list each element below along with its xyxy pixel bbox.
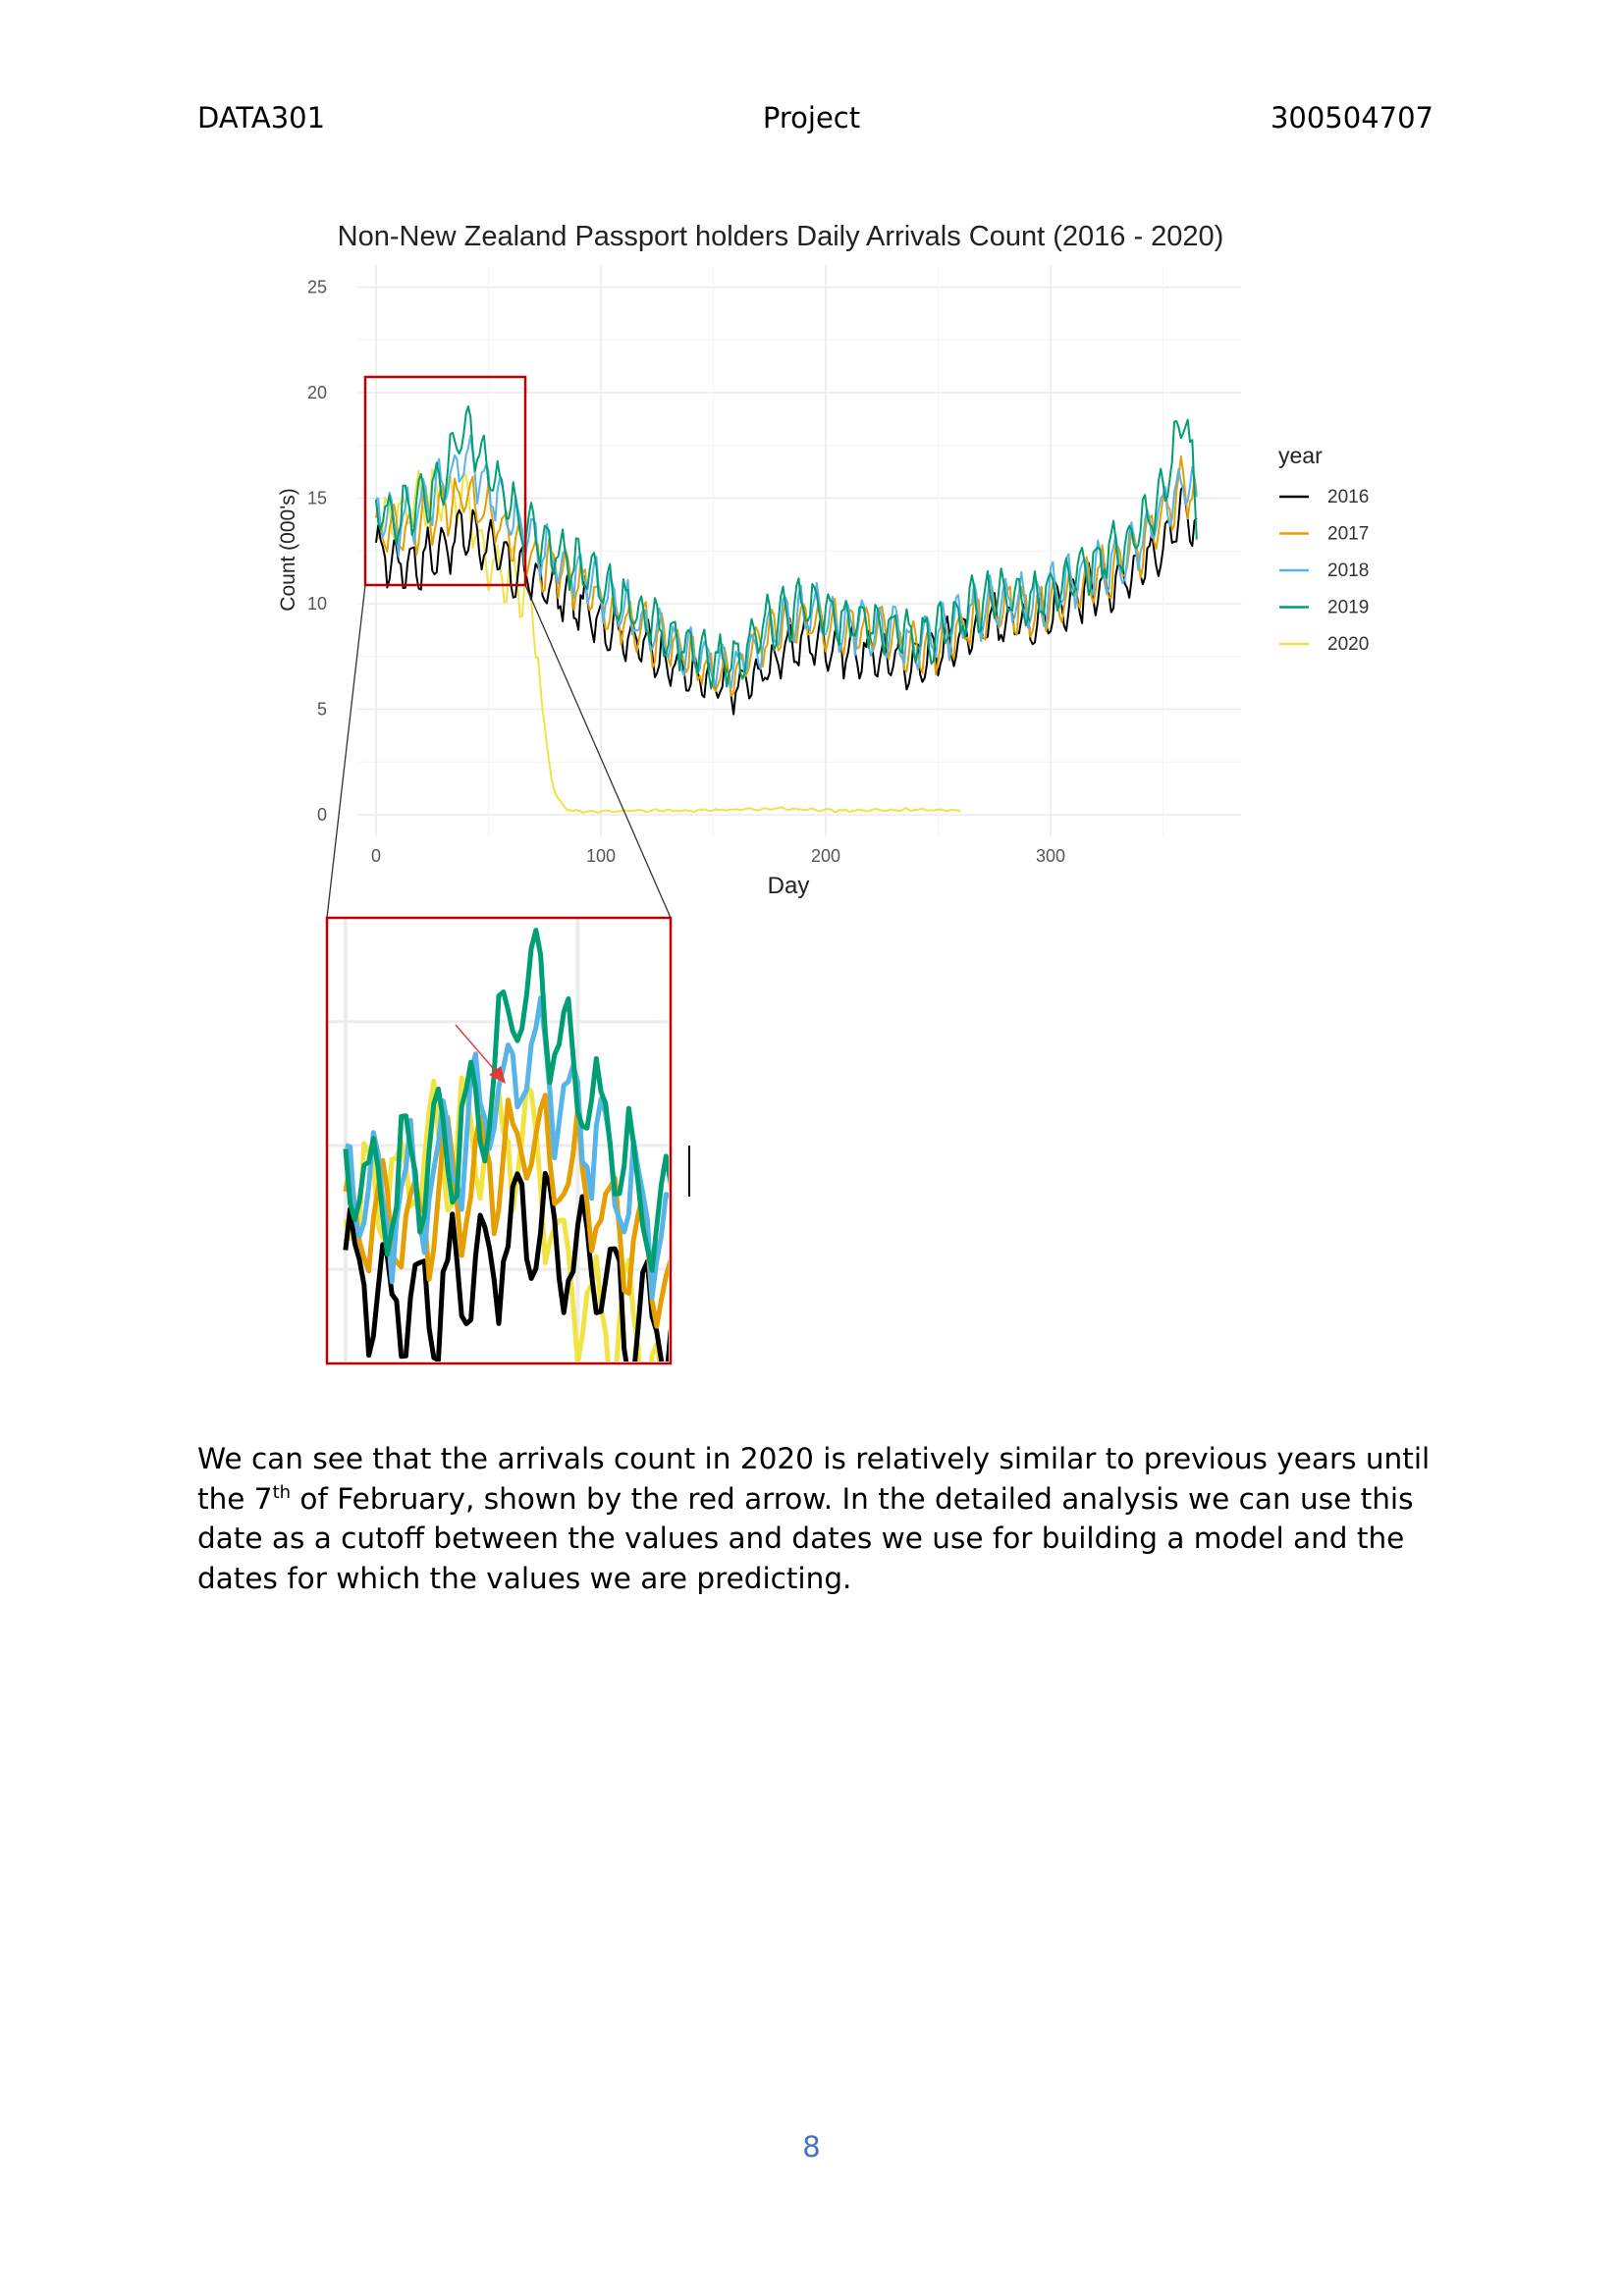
x-tick-label: 300 <box>1036 846 1065 866</box>
paragraph-part2: of February, shown by the red arrow. In … <box>197 1481 1414 1595</box>
paragraph-part1: We can see that the arrivals count in 20… <box>197 1442 1431 1516</box>
arrivals-line-chart: Non-New Zealand Passport holders Daily A… <box>277 221 1369 1365</box>
zoom-inset-border <box>325 916 673 1365</box>
red-arrow <box>455 1024 500 1076</box>
page-number: 8 <box>802 2130 821 2163</box>
superscript-ordinal: th <box>272 1481 292 1503</box>
inset-series-line-2016 <box>343 1170 669 1362</box>
y-tick-label: 25 <box>307 278 327 297</box>
legend-label-2019: 2019 <box>1327 598 1369 618</box>
series-line-2018 <box>375 434 1198 689</box>
header-course: DATA301 <box>197 101 326 134</box>
series-line-2017 <box>375 454 1198 697</box>
legend-label-2020: 2020 <box>1327 634 1369 655</box>
zoom-connector-left <box>326 584 366 919</box>
zoom-connector-right <box>524 584 672 919</box>
chart-series-group <box>375 405 1198 815</box>
legend-title: year <box>1278 443 1323 468</box>
legend-label-2018: 2018 <box>1327 561 1369 581</box>
inset-series-line-2017 <box>343 1093 669 1329</box>
x-axis-label: Day <box>768 873 810 899</box>
legend-label-2016: 2016 <box>1327 487 1369 507</box>
y-tick-label: 10 <box>307 594 327 614</box>
text-cursor <box>688 1146 690 1197</box>
x-tick-label: 0 <box>371 846 381 866</box>
y-axis-ticks: 0 5 10 15 20 25 <box>307 278 327 826</box>
x-tick-label: 200 <box>811 846 840 866</box>
y-tick-label: 15 <box>307 489 327 508</box>
series-line-2019 <box>375 405 1198 690</box>
y-tick-label: 5 <box>317 700 327 720</box>
x-axis-ticks: 0 100 200 300 <box>371 846 1065 866</box>
zoom-region-box <box>363 375 527 587</box>
chart-title: Non-New Zealand Passport holders Daily A… <box>338 221 1224 252</box>
y-tick-label: 0 <box>317 805 327 825</box>
zoom-inset <box>325 916 673 1365</box>
x-tick-label: 100 <box>586 846 616 866</box>
inset-series-line-2018 <box>345 995 669 1301</box>
header-title: Project <box>762 101 861 134</box>
inset-series-group <box>343 928 669 1362</box>
series-line-2020 <box>375 468 962 815</box>
inset-series-line-2019 <box>343 928 669 1273</box>
body-paragraph: We can see that the arrivals count in 20… <box>197 1439 1434 1598</box>
legend-label-2017: 2017 <box>1327 524 1369 545</box>
y-axis-label: Count (000's) <box>277 488 299 611</box>
y-tick-label: 20 <box>307 383 327 402</box>
header-student-id: 300504707 <box>1270 101 1434 134</box>
red-arrow-head <box>489 1066 506 1084</box>
